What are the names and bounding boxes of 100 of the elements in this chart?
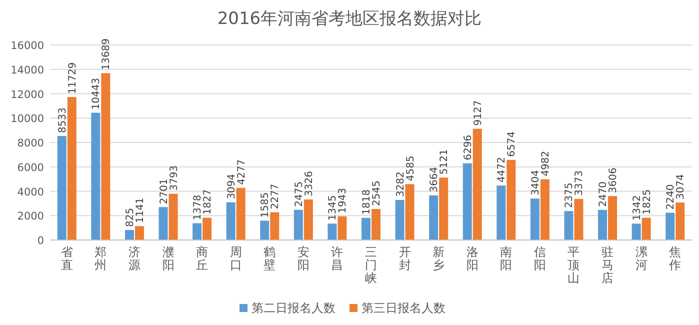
data-label: 11729 (67, 62, 78, 94)
bar (530, 198, 540, 240)
bar (158, 207, 168, 240)
bar (270, 212, 280, 240)
data-label: 4277 (236, 159, 248, 185)
bar (57, 136, 66, 240)
x-tick-label: 漯河 (635, 245, 648, 272)
data-label: 2277 (270, 184, 282, 210)
bar (328, 224, 337, 240)
bar (294, 210, 303, 240)
y-tick-label: 12000 (10, 88, 44, 101)
y-tick-label: 6000 (17, 162, 44, 174)
data-label: 1342 (632, 195, 643, 221)
data-label: 2470 (598, 181, 610, 207)
x-tick-label: 济源 (128, 245, 140, 272)
bar (642, 218, 651, 240)
data-label: 1943 (338, 188, 349, 214)
bar (338, 216, 347, 240)
data-label: 2701 (158, 178, 170, 204)
x-tick-label: 安阳 (297, 245, 310, 272)
bar (405, 184, 414, 240)
bar (574, 198, 584, 240)
data-label: 3404 (530, 170, 542, 196)
bar (202, 218, 212, 240)
bar (260, 220, 270, 240)
data-label: 5121 (439, 149, 450, 175)
bar (395, 200, 404, 240)
bar (598, 210, 608, 240)
bar (362, 218, 370, 240)
data-label: 8533 (57, 108, 68, 134)
data-label: 3074 (676, 174, 687, 200)
data-label: 1827 (202, 189, 214, 215)
data-label: 2375 (564, 182, 576, 208)
bar (429, 195, 438, 240)
data-label: 3606 (608, 168, 620, 194)
x-tick-label: 开封 (398, 245, 411, 272)
x-tick-label: 商丘 (196, 245, 208, 272)
x-tick-label: 洛阳 (466, 245, 478, 272)
data-label: 1141 (134, 198, 146, 224)
bar (439, 178, 448, 240)
bar (496, 185, 506, 240)
bar (666, 212, 675, 240)
x-tick-label: 平顶山 (568, 245, 580, 285)
bar (564, 211, 574, 240)
data-label: 6574 (506, 131, 518, 157)
bar (91, 112, 100, 240)
chart-title: 2016年河南省考地区报名数据对比 (217, 9, 482, 29)
bar (676, 202, 685, 240)
y-tick-label: 4000 (17, 186, 44, 198)
legend-label: 第二日报名人数 (252, 301, 336, 315)
y-tick-label: 2000 (17, 210, 44, 223)
x-tick-label: 南阳 (500, 245, 512, 272)
data-label: 825 (124, 208, 136, 227)
bar (134, 226, 144, 240)
data-label: 4472 (496, 157, 508, 182)
data-label: 3094 (226, 174, 238, 200)
data-label: 13689 (101, 38, 112, 70)
x-tick-label: 驻马店 (602, 245, 614, 285)
data-label: 4585 (405, 156, 416, 182)
data-label: 3373 (574, 170, 586, 196)
data-label: 2475 (294, 181, 305, 207)
y-tick-label: 14000 (10, 64, 44, 76)
bar (236, 188, 246, 240)
bar (372, 208, 380, 240)
bar (226, 202, 236, 240)
y-tick-label: 0 (37, 235, 44, 247)
bar (608, 196, 618, 240)
data-label: 3664 (429, 166, 440, 192)
bar (462, 163, 472, 240)
data-label: 2545 (372, 180, 382, 206)
bar (304, 199, 313, 240)
legend-label: 第三日报名人数 (362, 301, 446, 315)
data-label: 1585 (260, 192, 272, 218)
x-tick-label: 信阳 (534, 245, 546, 272)
bar (67, 97, 76, 240)
data-label: 6296 (462, 134, 474, 160)
x-tick-label: 省直 (60, 245, 73, 272)
y-tick-label: 16000 (10, 40, 44, 52)
data-label: 2240 (666, 184, 677, 210)
x-tick-label: 三门峡 (365, 245, 377, 285)
bar (168, 194, 178, 240)
data-label: 1825 (642, 189, 653, 215)
x-tick-label: 鹤壁 (264, 245, 276, 272)
x-tick-label: 周口 (230, 245, 242, 272)
bar (506, 160, 516, 240)
x-tick-label: 郑州 (94, 245, 107, 272)
x-tick-label: 焦作 (668, 245, 682, 272)
y-tick-label: 8000 (17, 138, 44, 150)
y-tick-label: 10000 (10, 113, 44, 126)
data-label: 1345 (328, 195, 339, 221)
x-tick-label: 许昌 (331, 245, 344, 272)
data-label: 3326 (304, 171, 315, 196)
bar (192, 223, 202, 240)
data-label: 4982 (540, 150, 552, 176)
data-label: 1378 (192, 194, 204, 220)
bar (101, 73, 110, 240)
data-label: 1818 (362, 189, 372, 215)
x-tick-label: 濮阳 (162, 245, 174, 272)
bar (472, 128, 482, 240)
data-label: 9127 (472, 100, 484, 126)
